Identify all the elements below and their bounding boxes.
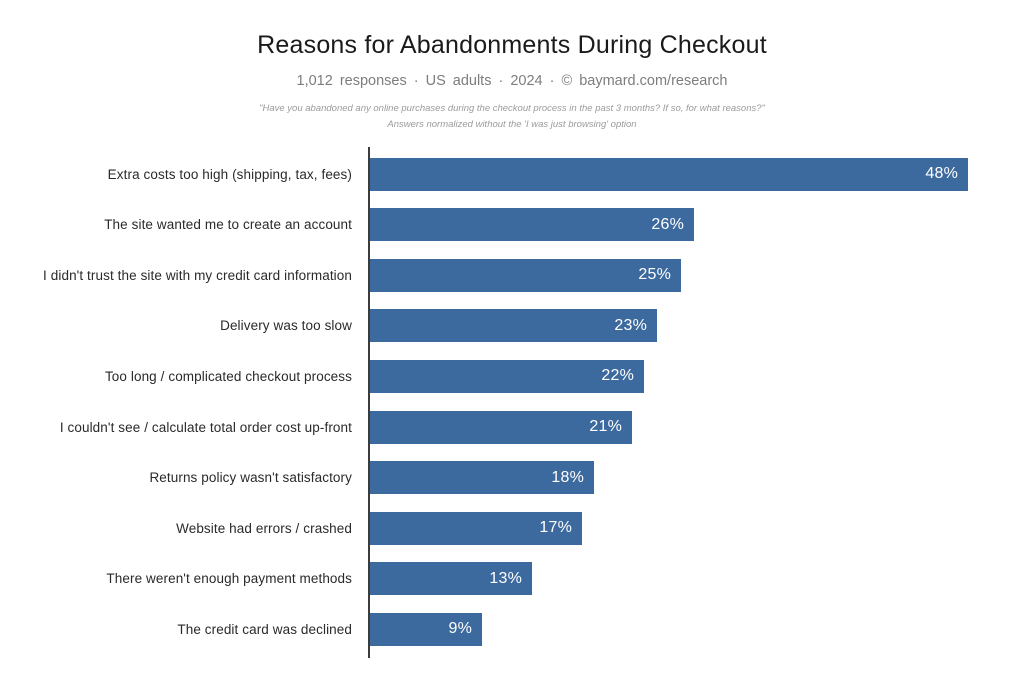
footnote-question: "Have you abandoned any online purchases… [259,103,765,115]
bar-track: 22% [370,359,1024,393]
chart-row: Extra costs too high (shipping, tax, fee… [0,149,1024,200]
bar: 18% [370,461,594,495]
bar-track: 23% [370,309,1024,343]
bar-track: 26% [370,208,1024,242]
category-label: I couldn't see / calculate total order c… [59,419,352,435]
bar-value-label: 26% [651,215,684,233]
bar-track: 25% [370,258,1024,292]
chart-row: Website had errors / crashed 17% [0,503,1024,554]
category-label: Returns policy wasn't satisfactory [149,470,352,486]
bar-value-label: 13% [489,569,522,587]
bar: 22% [370,359,644,393]
bar: 48% [370,157,968,191]
bar-value-label: 23% [614,316,647,334]
category-label: Delivery was too slow [220,318,352,334]
bar-value-label: 9% [448,620,472,638]
bar-value-label: 21% [589,418,622,436]
chart-row: I couldn't see / calculate total order c… [0,402,1024,453]
category-label: The credit card was declined [177,621,352,637]
bar-value-label: 48% [925,165,958,183]
bar-track: 48% [370,157,1024,191]
category-label: Too long / complicated checkout process [104,368,352,384]
chart-row: Too long / complicated checkout process 2… [0,351,1024,402]
y-axis-line [368,146,370,658]
bar-track: 21% [370,410,1024,444]
bar: 26% [370,208,694,242]
bar: 21% [370,410,632,444]
category-label: Extra costs too high (shipping, tax, fee… [107,166,352,182]
bar-value-label: 22% [601,367,634,385]
category-label: Website had errors / crashed [176,520,352,536]
bar: 13% [370,562,532,596]
chart-row: I didn't trust the site with my credit c… [0,250,1024,301]
bar-value-label: 25% [638,266,671,284]
chart-row: There weren't enough payment methods 13% [0,554,1024,605]
chart-header: Reasons for Abandonments During Checkout… [0,0,1024,132]
footnote-normalization-note: Answers normalized without the 'I was ju… [387,118,637,130]
bar-chart: Extra costs too high (shipping, tax, fee… [0,145,1024,660]
chart-subtitle: 1,012 responses · US adults · 2024 · © b… [296,73,728,89]
bar: 17% [370,511,582,545]
chart-row: The credit card was declined 9% [0,604,1024,655]
bar-value-label: 18% [551,468,584,486]
bar: 9% [370,612,482,646]
bar-track: 9% [370,612,1024,646]
chart-title: Reasons for Abandonments During Checkout [257,31,767,59]
bar-track: 18% [370,461,1024,495]
bar: 25% [370,258,681,292]
bar: 23% [370,309,657,343]
category-label: I didn't trust the site with my credit c… [43,267,352,283]
bar-value-label: 17% [539,519,572,537]
chart-footnote: "Have you abandoned any online purchases… [0,101,1024,131]
category-label: There weren't enough payment methods [106,571,352,587]
chart-row: Delivery was too slow 23% [0,301,1024,352]
chart-row: Returns policy wasn't satisfactory 18% [0,452,1024,503]
bar-track: 13% [370,562,1024,596]
chart-rows: Extra costs too high (shipping, tax, fee… [0,149,1024,655]
category-label: The site wanted me to create an account [104,217,352,233]
chart-row: The site wanted me to create an account 2… [0,199,1024,250]
bar-track: 17% [370,511,1024,545]
